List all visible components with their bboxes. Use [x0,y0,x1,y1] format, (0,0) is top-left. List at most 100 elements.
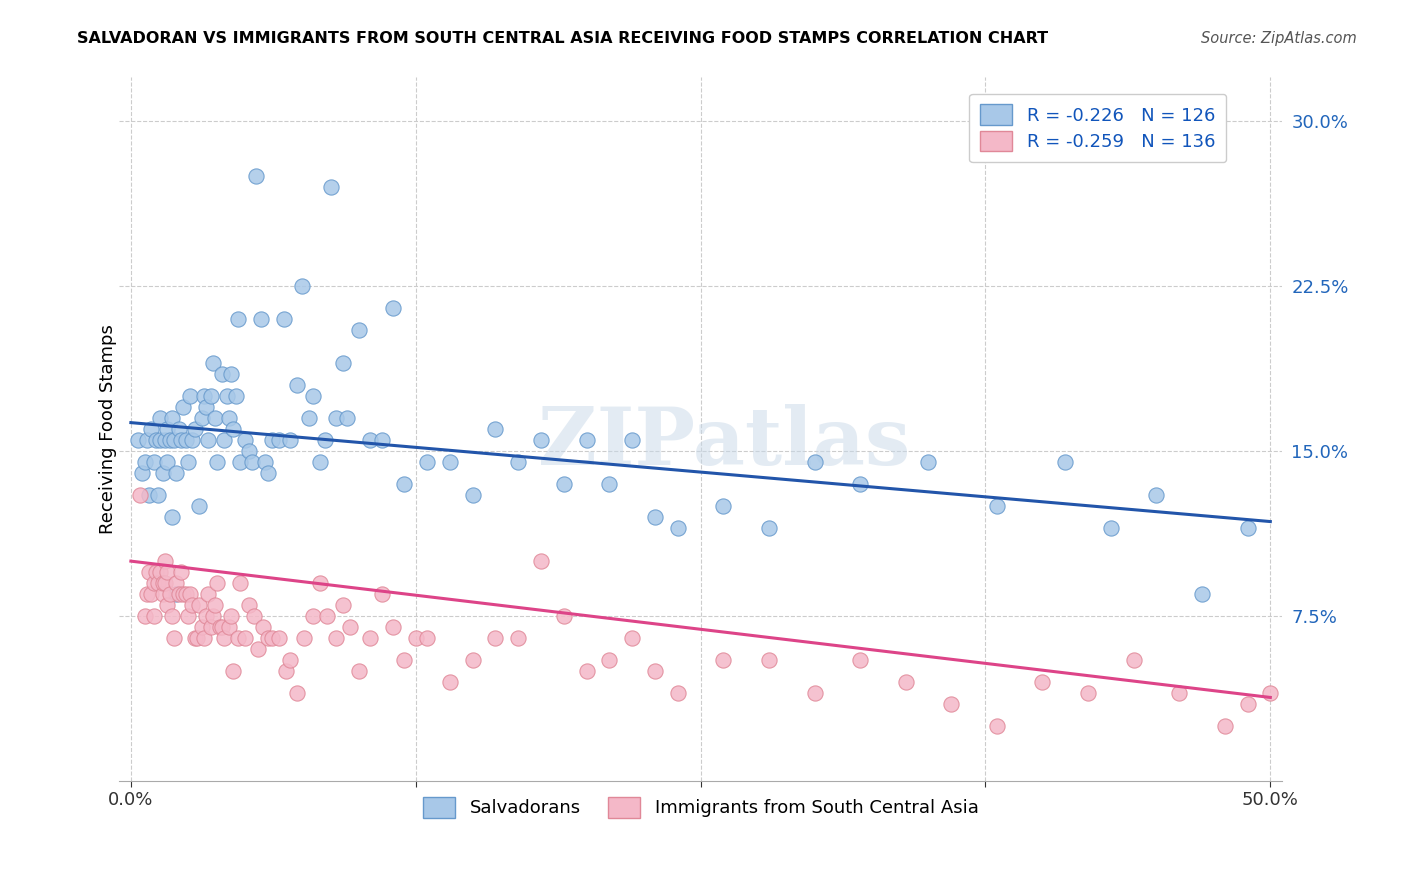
Point [149,565,172,579]
Point [160,510,183,524]
Point [598,653,620,667]
Point [233,631,256,645]
Point [1168,686,1191,700]
Point [135,587,157,601]
Point [598,477,620,491]
Point [849,653,872,667]
Point [156,565,179,579]
Point [152,466,174,480]
Point [416,455,439,469]
Point [803,455,825,469]
Point [159,434,181,448]
Point [238,598,260,612]
Point [152,576,174,591]
Point [986,719,1008,733]
Point [508,455,530,469]
Point [156,422,179,436]
Point [1031,675,1053,690]
Point [339,620,361,634]
Point [394,653,416,667]
Point [381,620,404,634]
Point [347,323,370,337]
Point [461,488,484,502]
Point [159,587,181,601]
Point [214,631,236,645]
Point [193,389,215,403]
Point [461,653,484,667]
Point [134,455,156,469]
Point [530,554,553,568]
Point [530,434,553,448]
Point [135,434,157,448]
Point [201,356,224,370]
Point [314,434,336,448]
Point [332,356,354,370]
Point [153,434,176,448]
Point [179,389,201,403]
Point [200,389,222,403]
Point [200,620,222,634]
Point [267,434,290,448]
Point [238,444,260,458]
Point [142,455,165,469]
Point [575,434,598,448]
Point [252,620,274,634]
Point [174,587,197,601]
Point [163,434,186,448]
Point [256,466,278,480]
Point [621,434,644,448]
Point [145,565,167,579]
Point [711,499,734,513]
Point [894,675,917,690]
Point [153,554,176,568]
Point [336,411,359,425]
Point [1191,587,1213,601]
Point [131,466,153,480]
Point [186,631,208,645]
Point [214,434,236,448]
Point [207,576,229,591]
Point [201,609,224,624]
Point [195,609,218,624]
Point [325,631,347,645]
Point [370,434,392,448]
Point [332,598,354,612]
Point [291,279,314,293]
Point [195,401,218,415]
Point [666,686,689,700]
Point [439,675,461,690]
Point [170,434,193,448]
Text: SALVADORAN VS IMMIGRANTS FROM SOUTH CENTRAL ASIA RECEIVING FOOD STAMPS CORRELATI: SALVADORAN VS IMMIGRANTS FROM SOUTH CENT… [77,31,1049,46]
Point [183,422,205,436]
Point [262,631,284,645]
Point [644,664,666,678]
Point [226,631,249,645]
Point [247,642,270,657]
Point [302,389,325,403]
Point [285,378,308,392]
Point [218,411,240,425]
Point [1122,653,1144,667]
Point [758,521,780,535]
Point [359,631,381,645]
Point [188,499,211,513]
Point [215,389,238,403]
Point [298,411,321,425]
Point [575,664,598,678]
Point [142,576,165,591]
Y-axis label: Receiving Food Stamps: Receiving Food Stamps [100,325,117,534]
Point [508,631,530,645]
Point [394,477,416,491]
Point [249,312,271,326]
Point [758,653,780,667]
Point [188,598,211,612]
Point [190,620,212,634]
Point [229,455,252,469]
Point [644,510,666,524]
Point [145,434,167,448]
Point [484,422,506,436]
Point [141,587,163,601]
Text: Source: ZipAtlas.com: Source: ZipAtlas.com [1201,31,1357,46]
Point [156,598,179,612]
Point [134,609,156,624]
